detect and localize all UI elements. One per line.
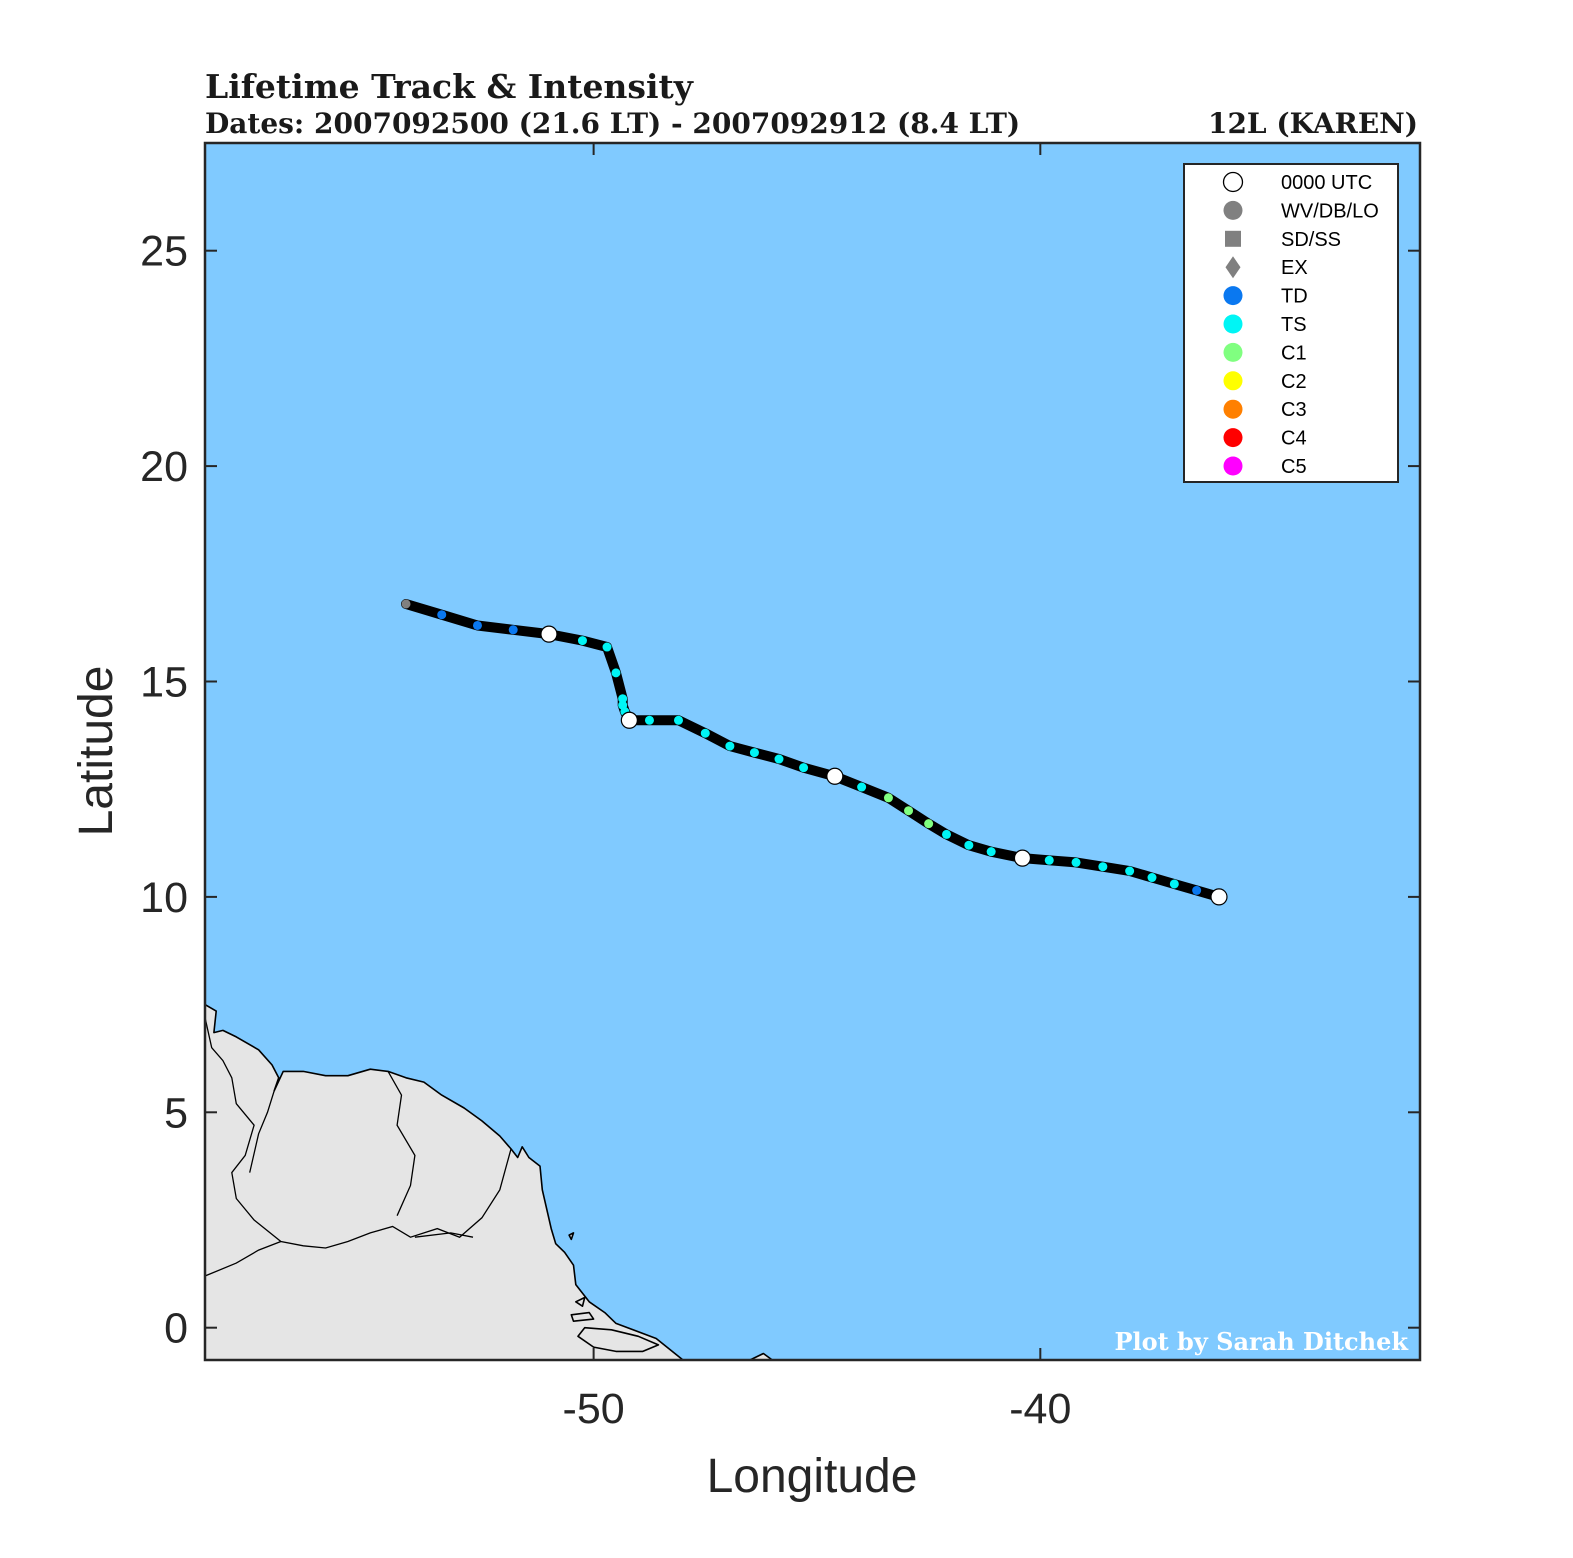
track-point-ts	[644, 715, 654, 725]
track-point-ts	[611, 668, 621, 678]
legend-label: 0000 UTC	[1281, 172, 1372, 194]
legend-label: EX	[1281, 257, 1308, 279]
legend-label: C3	[1281, 399, 1307, 421]
x-tick-label: -50	[563, 1385, 625, 1433]
legend-label: TS	[1281, 314, 1307, 336]
legend-label: C5	[1281, 456, 1307, 478]
x-axis-label: Longitude	[707, 1450, 918, 1503]
border-layer	[205, 1017, 512, 1277]
legend-label: SD/SS	[1281, 229, 1341, 251]
track-point-c1	[924, 819, 934, 829]
track-point-td	[437, 610, 447, 620]
figure-title: Lifetime Track & Intensity	[205, 67, 694, 106]
track-point-0000-utc	[826, 767, 844, 785]
land-island-small-1	[570, 1311, 595, 1322]
track-point-td	[1192, 885, 1202, 895]
x-tick-label: -40	[1009, 1385, 1071, 1433]
track-point-ts	[1125, 866, 1135, 876]
y-tick-label: 10	[140, 874, 188, 922]
y-tick-label: 15	[140, 658, 188, 706]
legend-marker-open-circle	[1222, 171, 1244, 193]
track-point-td	[472, 620, 482, 630]
track-point-ts	[618, 700, 628, 710]
track-point-ts	[1169, 879, 1179, 889]
legend-marker-circle	[1223, 286, 1243, 306]
track-point-ts	[857, 782, 867, 792]
track-point-0000-utc	[1013, 849, 1032, 867]
track-point-ts	[618, 694, 628, 704]
track-point-td	[508, 625, 518, 635]
legend-label: C4	[1281, 428, 1307, 450]
track-point-ts	[986, 847, 996, 857]
legend-marker-circle	[1223, 428, 1243, 448]
storm-id: 12L (KAREN)	[1208, 107, 1418, 140]
plot-frame	[203, 141, 1422, 1362]
track-point-ts	[700, 728, 710, 738]
track-point-ts	[1071, 857, 1081, 867]
track-point-ts	[749, 748, 759, 758]
legend-label: C1	[1281, 342, 1307, 364]
y-tick-label: 25	[140, 228, 188, 276]
land-island-small-3	[568, 1232, 575, 1241]
track-point-ts	[1044, 855, 1054, 865]
legend-marker-circle	[1223, 399, 1243, 419]
y-tick-label: 0	[164, 1305, 188, 1353]
track-point-ts	[1147, 873, 1157, 883]
y-tick-label: 5	[164, 1089, 188, 1137]
track-point-ts	[799, 763, 809, 773]
country-border	[249, 1090, 275, 1173]
legend-marker-diamond	[1225, 256, 1241, 279]
figure-dates: Dates: 2007092500 (21.6 LT) - 2007092912…	[205, 107, 1020, 140]
plot-credit: Plot by Sarah Ditchek	[1114, 1327, 1409, 1356]
land-island-small-2	[575, 1296, 586, 1307]
track-point-0000-utc	[1210, 888, 1228, 906]
track-point-ts	[942, 829, 952, 839]
legend-label: TD	[1281, 286, 1308, 308]
track-point-ts	[602, 642, 612, 652]
legend-marker-circle	[1223, 200, 1243, 220]
track-point-ts	[1098, 862, 1108, 872]
y-tick-label: 20	[140, 443, 188, 491]
track-layer	[401, 599, 1228, 906]
legend-label: WV/DB/LO	[1281, 200, 1379, 222]
legend-marker-square	[1225, 230, 1241, 247]
track-point-0000-utc	[540, 625, 558, 643]
land-layer	[205, 1003, 774, 1360]
legend: 0000 UTC WV/DB/LO SD/SS EX TD TS C1 C2 C3 C4 C5	[1183, 163, 1399, 483]
country-border	[387, 1071, 416, 1216]
y-axis-label: Latitude	[70, 666, 123, 837]
track-point-wv	[401, 599, 411, 609]
legend-label: C2	[1281, 371, 1307, 393]
legend-marker-circle	[1223, 456, 1243, 476]
legend-marker-circle	[1223, 371, 1243, 391]
track-point-ts	[964, 840, 974, 850]
track-point-c1	[883, 793, 893, 803]
track-point-ts	[725, 741, 735, 751]
track-point-ts	[774, 754, 784, 764]
track-point-ts	[673, 715, 683, 725]
track-point-ts	[577, 636, 587, 646]
country-border	[414, 1232, 474, 1238]
track-point-0000-utc	[620, 711, 638, 729]
track-point-c1	[904, 806, 914, 816]
legend-marker-circle	[1223, 314, 1243, 334]
country-border	[205, 1240, 282, 1277]
land-marajo-island	[577, 1326, 660, 1353]
axis-ticks: -50 -40 0 5 10 25 20 15	[140, 143, 1420, 1433]
legend-marker-circle	[1223, 342, 1243, 362]
legend-box	[1183, 163, 1399, 483]
land-coast-east	[749, 1352, 774, 1360]
